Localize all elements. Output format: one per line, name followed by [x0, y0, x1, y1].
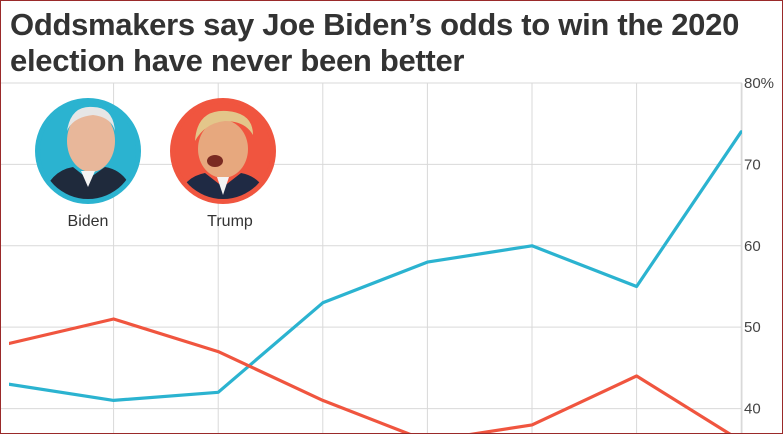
series-line-trump [9, 317, 732, 433]
biden-portrait [40, 103, 136, 199]
legend: Biden Trump [35, 98, 276, 230]
horizontal-gridlines [1, 82, 742, 410]
chart-title: Oddsmakers say Joe Biden’s odds to win t… [10, 7, 740, 78]
legend-item-trump: Trump [170, 98, 276, 230]
y-axis-ticks: 80% 70 60 50 40 [744, 75, 774, 418]
y-tick-label: 40 [744, 401, 761, 418]
legend-item-biden: Biden [35, 98, 141, 230]
legend-label-biden: Biden [68, 213, 109, 230]
y-tick-label: 60 [744, 238, 761, 255]
legend-label-trump: Trump [207, 213, 253, 230]
series-line-biden [9, 130, 742, 402]
series-lines [9, 130, 742, 433]
y-tick-label: 70 [744, 156, 761, 173]
y-tick-label: 50 [744, 319, 761, 336]
y-tick-label: 80% [744, 75, 774, 92]
